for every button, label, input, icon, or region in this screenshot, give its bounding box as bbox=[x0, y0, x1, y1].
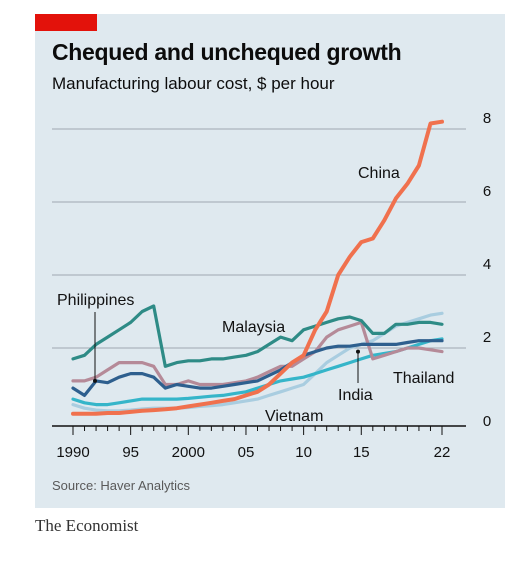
series-label-philippines: Philippines bbox=[57, 292, 134, 309]
series-line-india bbox=[71, 337, 444, 407]
chart-subtitle: Manufacturing labour cost, $ per hour bbox=[52, 74, 335, 93]
india-leader-dot bbox=[356, 349, 360, 354]
x-tick-label-1990: 1990 bbox=[56, 444, 89, 461]
y-tick-label-8: 8 bbox=[483, 110, 491, 127]
source-note: Source: Haver Analytics bbox=[52, 478, 191, 493]
y-tick-label-6: 6 bbox=[483, 183, 491, 200]
y-tick-label-0: 0 bbox=[483, 413, 491, 430]
y-axis: 2 4 6 8 0 bbox=[483, 110, 491, 430]
x-tick-label-2010: 10 bbox=[295, 444, 312, 461]
y-tick-label-4: 4 bbox=[483, 256, 491, 273]
series-label-thailand: Thailand bbox=[393, 370, 454, 387]
series-label-malaysia: Malaysia bbox=[222, 319, 285, 336]
series-line-china bbox=[71, 119, 444, 416]
series-lines bbox=[71, 119, 444, 416]
x-tick-label-2015: 15 bbox=[353, 444, 370, 461]
series-label-china: China bbox=[358, 165, 400, 182]
annotation-layer: China Malaysia Philippines Thailand India Vie… bbox=[57, 165, 454, 425]
series-line-thailand bbox=[71, 320, 444, 387]
x-tick-label-2005: 05 bbox=[238, 444, 255, 461]
publisher-credit: The Economist bbox=[35, 516, 139, 535]
philippines-leader-dot bbox=[93, 378, 97, 383]
x-tick-label-2022: 22 bbox=[434, 444, 451, 461]
brand-red-bar bbox=[35, 14, 97, 31]
x-tick-label-2000: 2000 bbox=[172, 444, 205, 461]
x-axis: 1990 95 2000 05 10 15 22 bbox=[52, 425, 466, 461]
series-line-malaysia bbox=[71, 304, 444, 368]
series-label-india: India bbox=[338, 387, 373, 404]
series-line-philippines bbox=[71, 339, 444, 397]
y-tick-label-2: 2 bbox=[483, 329, 491, 346]
x-tick-label-1995: 95 bbox=[122, 444, 139, 461]
series-label-vietnam: Vietnam bbox=[265, 408, 323, 425]
gridlines bbox=[52, 128, 466, 349]
chart-title: Chequed and unchequed growth bbox=[52, 39, 402, 65]
